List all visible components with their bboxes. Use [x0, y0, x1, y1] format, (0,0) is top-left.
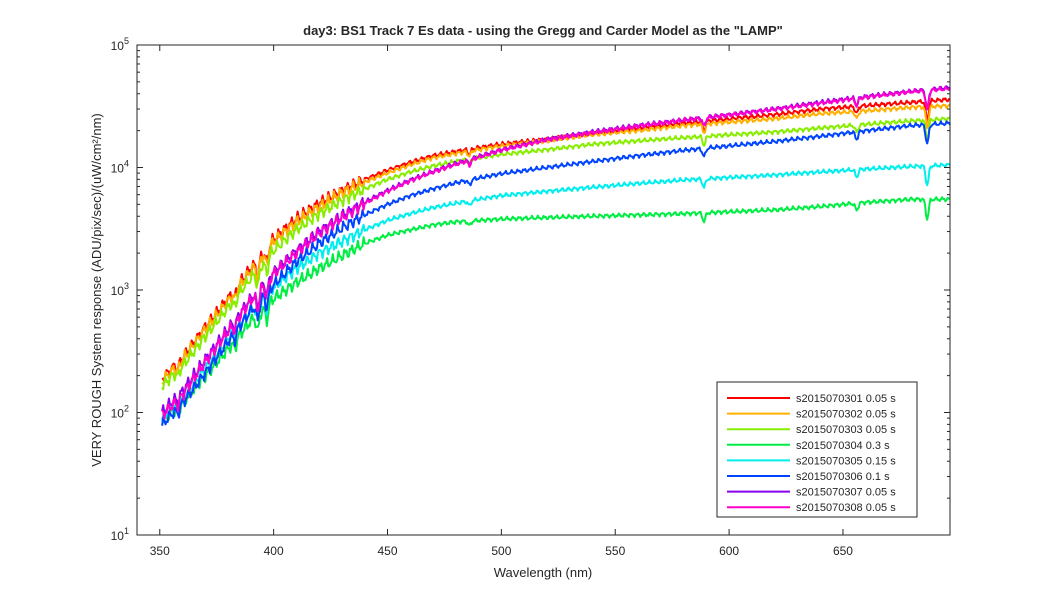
y-tick-base: 10	[111, 39, 125, 53]
x-axis-title: Wavelength (nm)	[494, 565, 593, 580]
legend-label: s2015070308 0.05 s	[796, 502, 896, 514]
series-line	[161, 196, 951, 425]
legend: s2015070301 0.05 s s2015070302 0.05 s s201…	[716, 381, 918, 518]
legend-label: s2015070302 0.05 s	[796, 409, 896, 421]
legend-label: s2015070304 0.3 s	[796, 440, 890, 452]
x-tick-label: 600	[719, 544, 739, 558]
x-tick-label: 350	[150, 544, 170, 558]
series-line	[161, 85, 950, 420]
x-tick-label: 550	[605, 544, 625, 558]
series-line	[161, 120, 951, 426]
x-tick-label: 500	[491, 544, 511, 558]
legend-label: s2015070305 0.15 s	[796, 455, 896, 467]
legend-label: s2015070303 0.05 s	[796, 424, 896, 436]
y-tick-label: 103	[111, 281, 129, 298]
x-tick-label: 400	[264, 544, 284, 558]
legend-label: s2015070306 0.1 s	[796, 471, 890, 483]
y-tick-base: 10	[111, 284, 125, 298]
y-tick-label: 101	[111, 526, 129, 543]
legend-box	[716, 381, 918, 518]
y-axis-title: VERY ROUGH System response (ADU/pix/sec)…	[89, 113, 104, 466]
x-tick-label: 650	[833, 544, 853, 558]
y-tick-label: 102	[111, 404, 129, 421]
y-tick-base: 10	[111, 529, 125, 543]
y-tick-label: 104	[111, 159, 129, 176]
legend-label: s2015070301 0.05 s	[796, 393, 896, 405]
y-tick-label: 105	[111, 36, 129, 53]
legend-label: s2015070307 0.05 s	[796, 487, 896, 499]
y-tick-base: 10	[111, 407, 125, 421]
chart-title: day3: BS1 Track 7 Es data - using the Gr…	[303, 23, 783, 38]
y-tick-exponent: 5	[124, 36, 129, 46]
y-tick-exponent: 1	[124, 526, 129, 536]
series-layer	[161, 85, 951, 426]
y-tick-exponent: 2	[124, 404, 129, 414]
series-line	[161, 162, 951, 421]
x-tick-label: 450	[377, 544, 397, 558]
series-line	[161, 116, 951, 391]
y-tick-exponent: 3	[124, 281, 129, 291]
y-tick-base: 10	[111, 162, 125, 176]
y-tick-exponent: 4	[124, 159, 129, 169]
